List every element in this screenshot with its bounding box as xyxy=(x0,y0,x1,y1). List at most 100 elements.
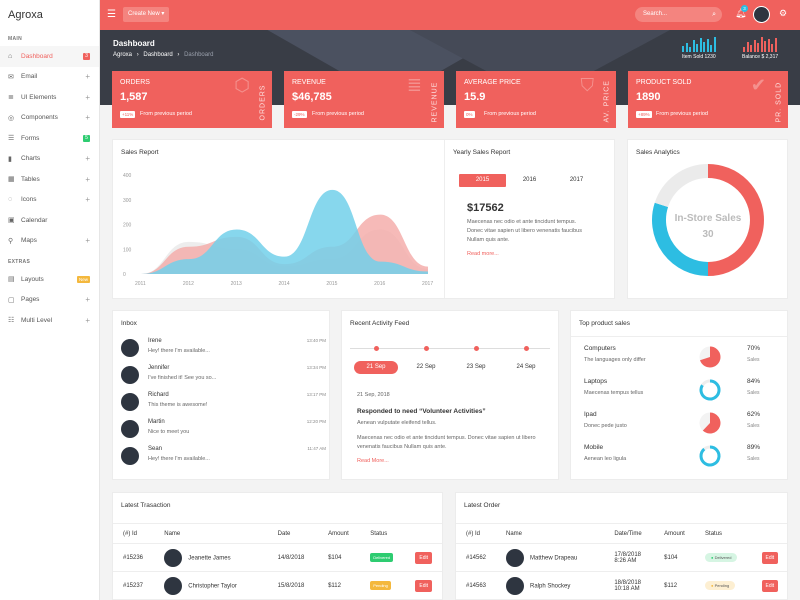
table-icon: ▦ xyxy=(8,176,15,184)
inbox-item[interactable]: Irene Hey! there I'm available... 13:40 PM xyxy=(121,335,326,363)
sidebar-item-label: Tables xyxy=(21,175,40,183)
sidebar-item-layouts[interactable]: ▤ Layouts New xyxy=(0,269,99,290)
count-badge: 3 xyxy=(83,52,90,60)
tag-icon: ⛉ xyxy=(580,75,595,95)
sparkline-bar xyxy=(706,39,709,52)
sparkline-bar xyxy=(771,44,774,52)
yearly-description: Maecenas nec odio et ante tincidunt temp… xyxy=(467,219,582,243)
sidebar-item-ui-elements[interactable]: ≣ UI Elements + xyxy=(0,87,99,108)
row-action-cell: Edit xyxy=(405,571,442,600)
product-desc: Aenean leo ligula xyxy=(584,456,627,462)
create-new-button[interactable]: Create New ▾ xyxy=(123,7,170,22)
table-row[interactable]: #15236 Jeanette James 14/8/2018 $104 Deliver… xyxy=(113,543,442,572)
row-name: Ralph Shockey xyxy=(529,583,571,590)
timeline-date[interactable]: 24 Sep xyxy=(516,364,536,370)
y-tick-label: 0 xyxy=(123,272,126,278)
row-id: #15236 xyxy=(113,543,155,572)
timeline-date[interactable]: 23 Sep xyxy=(466,364,486,370)
feed-heading: Responded to need “Volunteer Activities” xyxy=(357,408,486,415)
search-input[interactable]: Search... ⌕ xyxy=(635,7,722,22)
breadcrumb-item[interactable]: Agroxa xyxy=(113,52,133,58)
column-header: Name xyxy=(154,523,268,544)
product-desc: Donec pede justo xyxy=(584,423,627,429)
stat-period-text: From previous period xyxy=(312,111,364,117)
message-time: 13:40 PM xyxy=(306,338,326,343)
sidebar-item-maps[interactable]: ⚲ Maps + xyxy=(0,231,99,252)
sidebar-item-label: Maps xyxy=(21,237,37,245)
sidebar-item-label: Dashboard xyxy=(21,52,53,60)
sidebar-item-dashboard[interactable]: ⌂ Dashboard 3 xyxy=(0,46,99,67)
feed-body: Maecenas nec odio et ante tincidunt temp… xyxy=(357,435,536,450)
app-logo[interactable]: Agroxa xyxy=(8,9,43,21)
pie-fill xyxy=(700,346,721,368)
donut-center-value: 30 xyxy=(702,229,714,240)
count-badge: 5 xyxy=(83,134,90,142)
sparkline-bar xyxy=(757,43,760,52)
tab-2015[interactable]: 2015 xyxy=(459,174,506,187)
table-row[interactable]: #14562 Matthew Drapeau 17/8/2018 8:26 AM $10… xyxy=(456,543,787,572)
message-preview: This theme is awesome! xyxy=(148,402,208,408)
sparkline-bar xyxy=(753,40,756,52)
timeline-date[interactable]: 22 Sep xyxy=(416,364,436,370)
sender-name: Jennifer xyxy=(148,365,170,371)
table-row[interactable]: #15237 Christopher Taylor 15/8/2018 $112 Pen… xyxy=(113,571,442,600)
latest-transaction-card: Latest Trasaction (#) Id Name Date Amount St… xyxy=(112,492,443,600)
sidebar-item-label: Email xyxy=(21,73,38,81)
inbox-item[interactable]: Richard This theme is awesome! 13:17 PM xyxy=(121,389,326,417)
timeline-line xyxy=(350,348,550,349)
breadcrumb-item[interactable]: Dashboard xyxy=(143,52,173,58)
expand-icon: + xyxy=(85,295,90,305)
sidebar-item-label: UI Elements xyxy=(21,93,57,101)
timeline-date[interactable]: 21 Sep xyxy=(354,361,398,374)
sidebar-item-tables[interactable]: ▦ Tables + xyxy=(0,169,99,190)
inbox-item[interactable]: Martin Nice to meet you 12:20 PM xyxy=(121,416,326,444)
pie-fill xyxy=(702,412,721,434)
sender-name: Richard xyxy=(148,392,169,398)
sidebar-item-charts[interactable]: ▮ Charts + xyxy=(0,149,99,170)
transaction-table: (#) Id Name Date Amount Status #15236 Jeanett… xyxy=(113,523,442,600)
stat-vertical-label: PR. SOLD xyxy=(775,81,783,123)
sidebar-item-icons[interactable]: ◌ Icons + xyxy=(0,190,99,211)
row-date: 17/8/2018 xyxy=(614,551,642,558)
x-tick-label: 2013 xyxy=(231,281,242,287)
row-time: 8:26 AM xyxy=(614,557,637,564)
read-more-link[interactable]: Read more... xyxy=(467,251,499,257)
avatar xyxy=(121,366,139,384)
sidebar-item-components[interactable]: ◎ Components + xyxy=(0,108,99,129)
product-row: Laptops Maecenas tempus tellus 84% Sales xyxy=(584,375,784,405)
edit-button[interactable]: Edit xyxy=(761,551,779,564)
sidebar-item-multi-level[interactable]: ☷ Multi Level + xyxy=(0,310,99,331)
donut-segment xyxy=(652,202,709,276)
sidebar-item-pages[interactable]: ▢ Pages + xyxy=(0,290,99,311)
product-percent: 62% xyxy=(747,411,761,418)
expand-icon: + xyxy=(85,92,90,102)
sidebar-item-forms[interactable]: ☰ Forms 5 xyxy=(0,128,99,149)
read-more-link[interactable]: Read More... xyxy=(357,458,389,464)
inbox-item[interactable]: Jennifer I've finished it! See you so... 1… xyxy=(121,362,326,390)
sidebar-item-email[interactable]: ✉ Email + xyxy=(0,67,99,88)
tab-2017[interactable]: 2017 xyxy=(569,177,584,183)
menu-icon[interactable]: ☰ xyxy=(107,9,116,20)
sparkline-bar xyxy=(699,38,702,52)
sidebar-item-calendar[interactable]: ▣ Calendar xyxy=(0,210,99,231)
edit-button[interactable]: Edit xyxy=(761,579,779,592)
bell-icon[interactable]: 🔔︎ xyxy=(735,8,747,18)
gear-icon[interactable]: ⚙ xyxy=(779,8,788,18)
table-row[interactable]: #14563 Ralph Shockey 18/8/2018 10:18 AM $112… xyxy=(456,571,787,600)
row-action-cell: Edit xyxy=(751,571,787,600)
sender-name: Martin xyxy=(148,419,165,425)
user-avatar[interactable] xyxy=(753,6,770,23)
edit-button[interactable]: Edit xyxy=(415,551,433,564)
row-name-cell: Ralph Shockey xyxy=(495,571,605,600)
row-name-cell: Matthew Drapeau xyxy=(495,543,605,572)
forms-icon: ☰ xyxy=(8,135,15,143)
briefcase-check-icon: ✔ xyxy=(750,75,766,95)
tab-2016[interactable]: 2016 xyxy=(522,177,537,183)
inbox-item[interactable]: Sean Hey! there I'm available... 11:47 AM xyxy=(121,443,326,471)
card-title: Yearly Sales Report xyxy=(453,149,511,156)
avatar xyxy=(164,548,183,567)
expand-icon: + xyxy=(85,154,90,164)
sparkline-bar xyxy=(689,47,692,52)
edit-button[interactable]: Edit xyxy=(415,579,433,592)
map-pin-icon: ⚲ xyxy=(8,237,14,245)
